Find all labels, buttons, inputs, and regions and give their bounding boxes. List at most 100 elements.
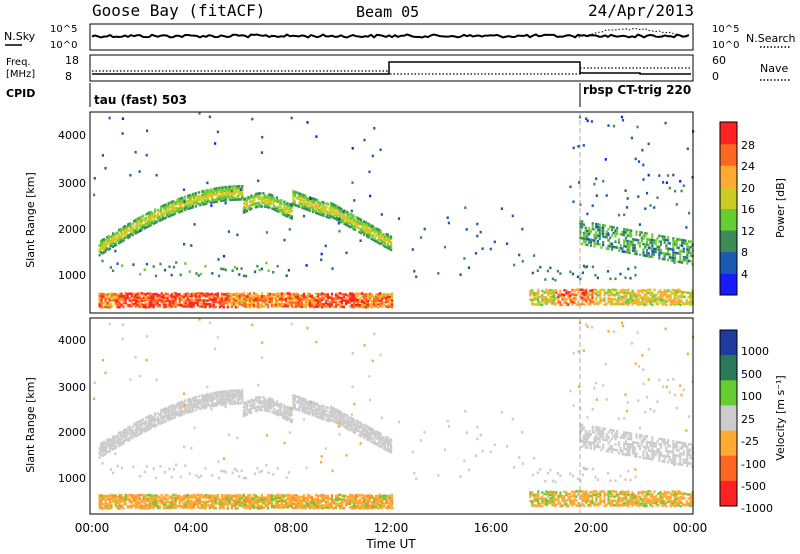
power-cell: [191, 206, 194, 209]
power-cell: [230, 198, 233, 201]
velocity-cell: [116, 498, 119, 502]
velocity-cell: [158, 413, 161, 417]
power-cell: [200, 199, 203, 203]
power-cell: [569, 294, 572, 297]
power-cell: [304, 305, 308, 309]
velocity-cell: [341, 419, 345, 422]
power-cell: [131, 229, 134, 233]
velocity-cell: [114, 502, 117, 506]
power-cell: [391, 300, 394, 304]
power-cell: [128, 224, 131, 227]
velocity-cell: [356, 500, 360, 503]
power-cell: [254, 202, 257, 205]
power-cell: [100, 305, 103, 309]
power-y-tick-2000: 2000: [58, 223, 86, 236]
velocity-cell: [124, 496, 127, 499]
velocity-cell: [242, 405, 245, 409]
power-cell: [681, 291, 684, 294]
velocity-cell: [323, 411, 327, 414]
velocity-cell: [109, 448, 112, 451]
power-cell: [191, 193, 194, 196]
power-cell: [387, 233, 390, 237]
velocity-cell: [259, 407, 262, 410]
power-cell: [553, 289, 556, 292]
power-cell: [204, 264, 207, 268]
power-cell: [274, 298, 277, 302]
power-cell: [126, 303, 129, 307]
power-cell: [679, 255, 682, 258]
power-cell: [630, 229, 633, 232]
power-cell: [689, 303, 692, 307]
power-cell: [588, 238, 591, 241]
velocity-cell: [320, 498, 324, 501]
velocity-cell: [349, 425, 352, 428]
velocity-cell: [335, 421, 339, 425]
power-cell: [152, 303, 155, 306]
power-cell: [672, 256, 675, 260]
power-cell: [280, 210, 283, 213]
station-title: Goose Bay (fitACF): [92, 1, 265, 20]
velocity-cell: [209, 392, 212, 395]
velocity-cell: [274, 494, 277, 497]
power-cell: [232, 189, 235, 192]
velocity-cell: [305, 408, 309, 411]
power-cell: [101, 242, 104, 246]
power-cell: [298, 305, 301, 308]
velocity-cell: [174, 506, 177, 510]
power-cell: [360, 299, 364, 303]
power-cell: [626, 248, 629, 251]
velocity-cell: [224, 390, 227, 393]
power-cell: [296, 195, 299, 199]
velocity-cell: [98, 501, 101, 504]
velocity-cell: [290, 496, 293, 500]
velocity-cell: [132, 496, 135, 500]
velocity-cell: [179, 404, 182, 408]
power-cell: [100, 251, 103, 254]
power-cell: [637, 291, 640, 294]
velocity-cell: [347, 422, 351, 426]
power-cell: [223, 197, 226, 200]
power-cell: [447, 221, 450, 225]
power-cell: [170, 206, 173, 209]
power-cell: [358, 292, 362, 296]
power-cell: [234, 294, 237, 298]
velocity-cell: [356, 420, 360, 423]
velocity-cell: [176, 411, 179, 414]
power-cell: [220, 186, 223, 190]
power-cell: [598, 243, 601, 246]
power-cell: [387, 246, 390, 250]
power-cell: [334, 217, 337, 220]
velocity-cell: [187, 403, 190, 407]
velocity-cell: [216, 493, 219, 497]
velocity-cell: [161, 419, 164, 422]
velocity-cell: [331, 413, 334, 417]
power-cell: [132, 292, 135, 296]
power-cell: [533, 254, 536, 257]
power-cell: [639, 296, 642, 300]
power-cell: [259, 197, 262, 201]
power-cell: [282, 292, 285, 296]
beam-title: Beam 05: [356, 3, 419, 21]
power-cell: [645, 298, 648, 302]
velocity-cell: [317, 412, 321, 416]
power-cell: [247, 205, 250, 208]
power-cell: [191, 200, 194, 203]
power-cell: [340, 220, 343, 224]
power-cell: [323, 205, 327, 209]
velocity-cell: [352, 421, 355, 425]
velocity-cell: [190, 404, 193, 408]
power-cell: [375, 234, 378, 238]
power-cell: [130, 300, 133, 304]
power-cell: [385, 238, 388, 242]
velocity-cell: [292, 406, 295, 410]
velocity-cell: [292, 399, 295, 403]
power-cell: [259, 195, 262, 199]
power-cell: [200, 190, 203, 193]
velocity-cell: [106, 446, 109, 449]
power-cell: [338, 212, 342, 216]
velocity-cell: [226, 504, 229, 507]
power-cell: [205, 200, 208, 204]
power-cell: [381, 241, 384, 245]
velocity-cell: [256, 400, 259, 403]
velocity-cell: [349, 416, 352, 419]
